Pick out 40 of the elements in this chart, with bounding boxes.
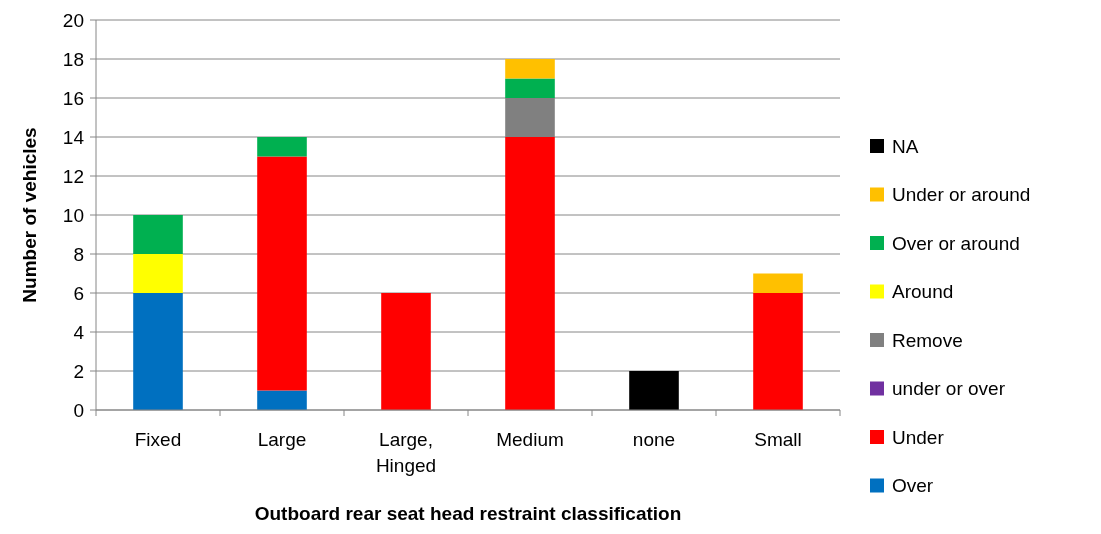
x-tick-label: Medium — [496, 429, 564, 450]
y-tick-label: 14 — [62, 126, 85, 148]
legend-label: Around — [892, 281, 954, 303]
y-tick-label: 4 — [73, 321, 85, 343]
bar — [381, 293, 431, 410]
bar — [257, 156, 307, 391]
legend-label: Remove — [892, 329, 963, 351]
y-tick-label: 16 — [62, 87, 84, 109]
bar — [753, 293, 803, 410]
y-tick-label: 2 — [73, 360, 84, 382]
legend-label: Under or around — [892, 184, 1031, 206]
y-tick-label: 12 — [62, 165, 84, 187]
y-tick-label: 18 — [62, 48, 84, 70]
bar — [133, 293, 183, 410]
x-tick-label: Large, Hinged — [375, 429, 437, 476]
bar — [257, 390, 307, 410]
y-tick-label: 0 — [73, 399, 84, 421]
bar — [505, 78, 555, 98]
y-tick-label: 20 — [62, 9, 84, 31]
bar — [133, 215, 183, 254]
bar — [505, 59, 555, 79]
bar — [505, 137, 555, 410]
bar — [753, 273, 803, 293]
x-tick-label: Large — [257, 429, 307, 450]
legend-label: Under — [892, 426, 945, 448]
legend-label: Over or around — [892, 232, 1020, 254]
x-tick-label: Small — [754, 429, 802, 450]
x-axis-title: Outboard rear seat head restraint classification — [254, 503, 682, 524]
x-tick-label: Fixed — [134, 429, 182, 450]
bar — [257, 137, 307, 157]
legend-label: Over — [892, 475, 934, 497]
bar — [133, 254, 183, 293]
legend-label: under or over — [892, 378, 1006, 400]
legend-label: NA — [892, 135, 919, 157]
y-axis-title: Number of vehicles — [19, 127, 40, 303]
y-tick-label: 8 — [73, 243, 84, 265]
x-tick-label: none — [632, 429, 676, 450]
y-tick-label: 10 — [62, 204, 84, 226]
y-tick-label: 6 — [73, 282, 84, 304]
bar — [629, 371, 679, 410]
